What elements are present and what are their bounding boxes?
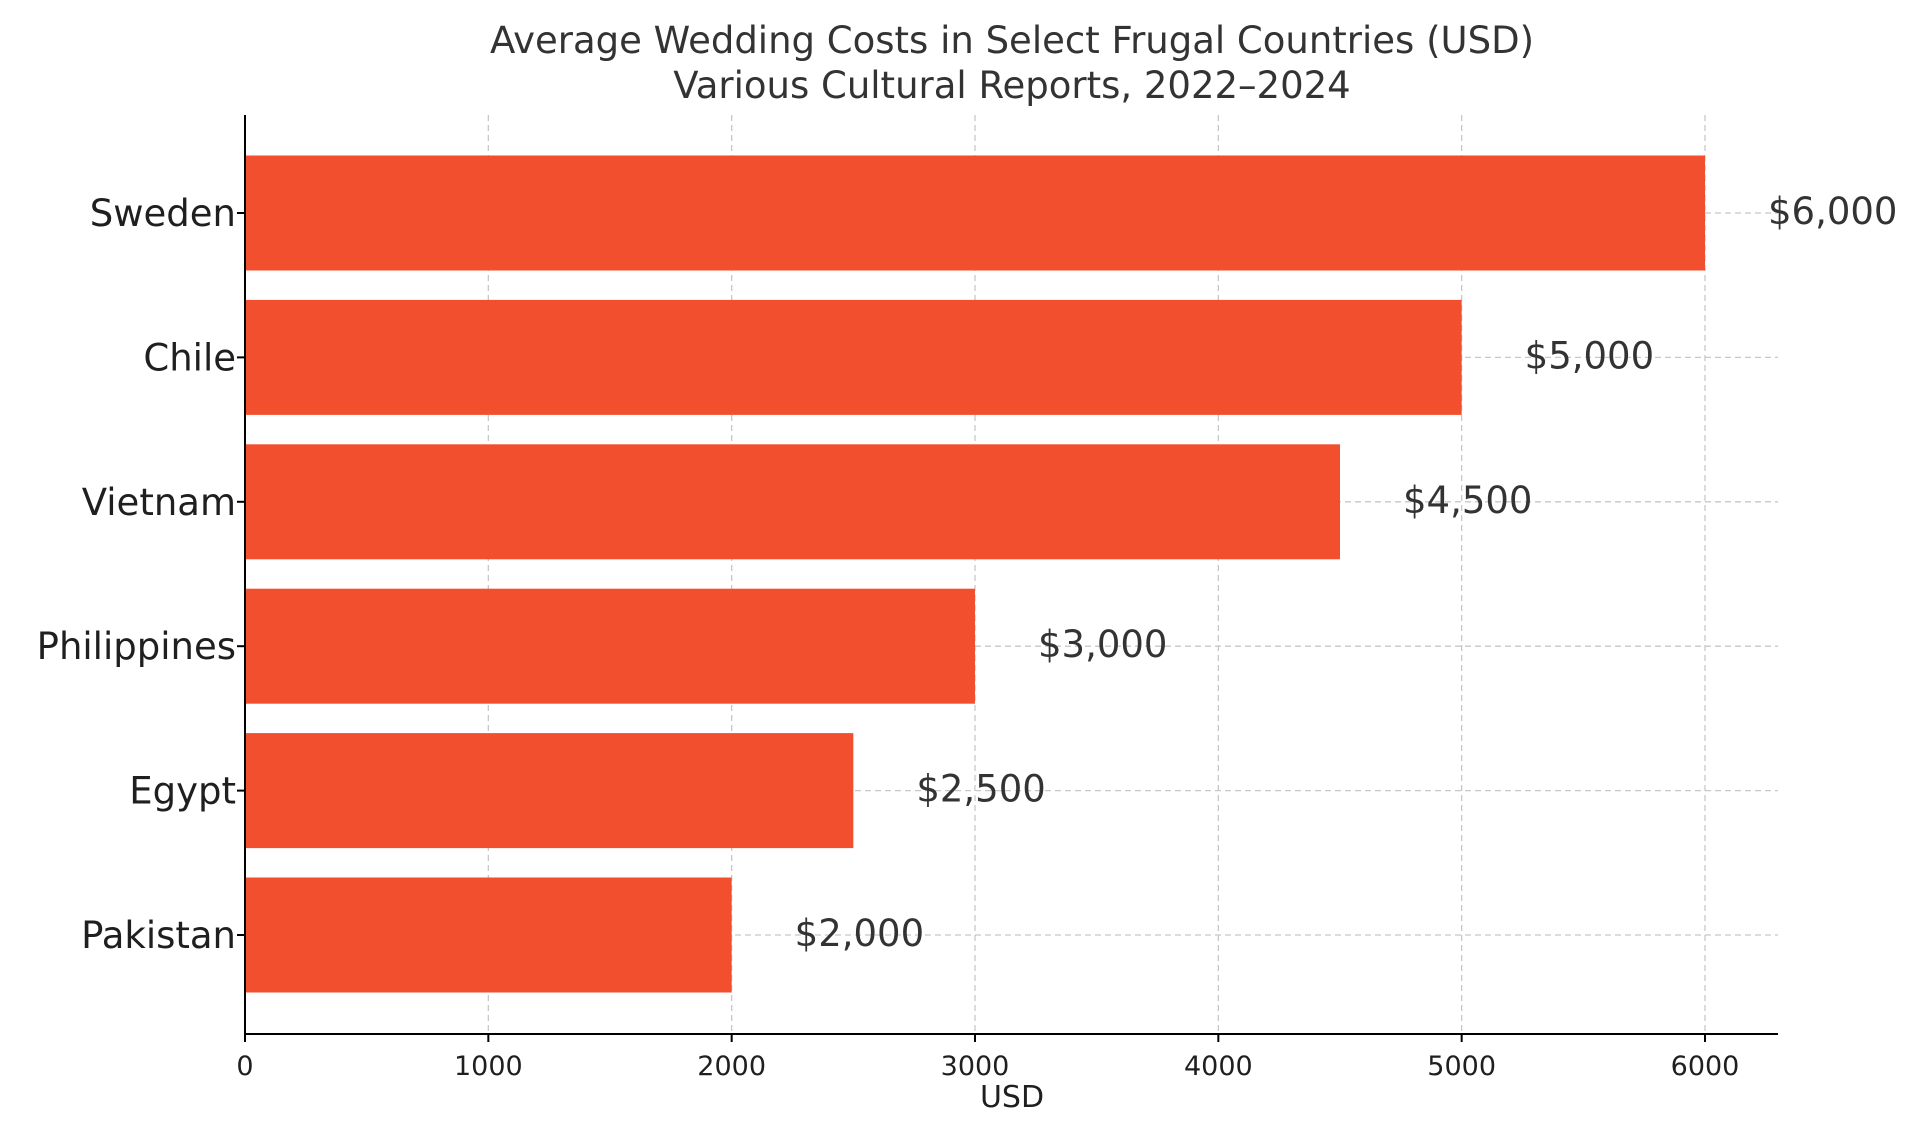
chart-subtitle: Various Cultural Reports, 2022–2024 bbox=[673, 64, 1350, 107]
value-label: $4,500 bbox=[1403, 479, 1532, 522]
bar bbox=[245, 444, 1340, 560]
chart-title: Average Wedding Costs in Select Frugal C… bbox=[490, 19, 1534, 62]
value-label: $3,000 bbox=[1038, 623, 1167, 666]
bar bbox=[245, 588, 975, 704]
x-tick-label: 5000 bbox=[1427, 1051, 1496, 1082]
x-tick-label: 4000 bbox=[1184, 1051, 1253, 1082]
category-label: Pakistan bbox=[81, 914, 236, 957]
bar bbox=[245, 733, 854, 849]
bar bbox=[245, 299, 1462, 415]
x-tick-label: 0 bbox=[236, 1051, 253, 1082]
value-label: $5,000 bbox=[1525, 334, 1654, 377]
category-label: Sweden bbox=[90, 192, 236, 235]
category-label: Vietnam bbox=[82, 481, 236, 524]
x-axis-label: USD bbox=[980, 1080, 1044, 1115]
x-tick-label: 1000 bbox=[454, 1051, 523, 1082]
axis-layer: Sweden Chile Vietnam Philippines Egypt Pakist… bbox=[37, 115, 1778, 1082]
bar bbox=[245, 877, 732, 993]
bar bbox=[245, 155, 1705, 271]
bar-layer: $6,000 $5,000 $4,500 $3,000 $2,500 $2,000 bbox=[245, 155, 1897, 993]
x-tick-label: 3000 bbox=[941, 1051, 1010, 1082]
category-label: Egypt bbox=[129, 770, 236, 813]
value-label: $2,000 bbox=[795, 912, 924, 955]
x-tick-label: 6000 bbox=[1671, 1051, 1740, 1082]
value-label: $6,000 bbox=[1768, 190, 1897, 233]
category-label: Chile bbox=[143, 336, 236, 379]
category-label: Philippines bbox=[37, 625, 236, 668]
value-label: $2,500 bbox=[916, 768, 1045, 811]
x-tick-label: 2000 bbox=[697, 1051, 766, 1082]
